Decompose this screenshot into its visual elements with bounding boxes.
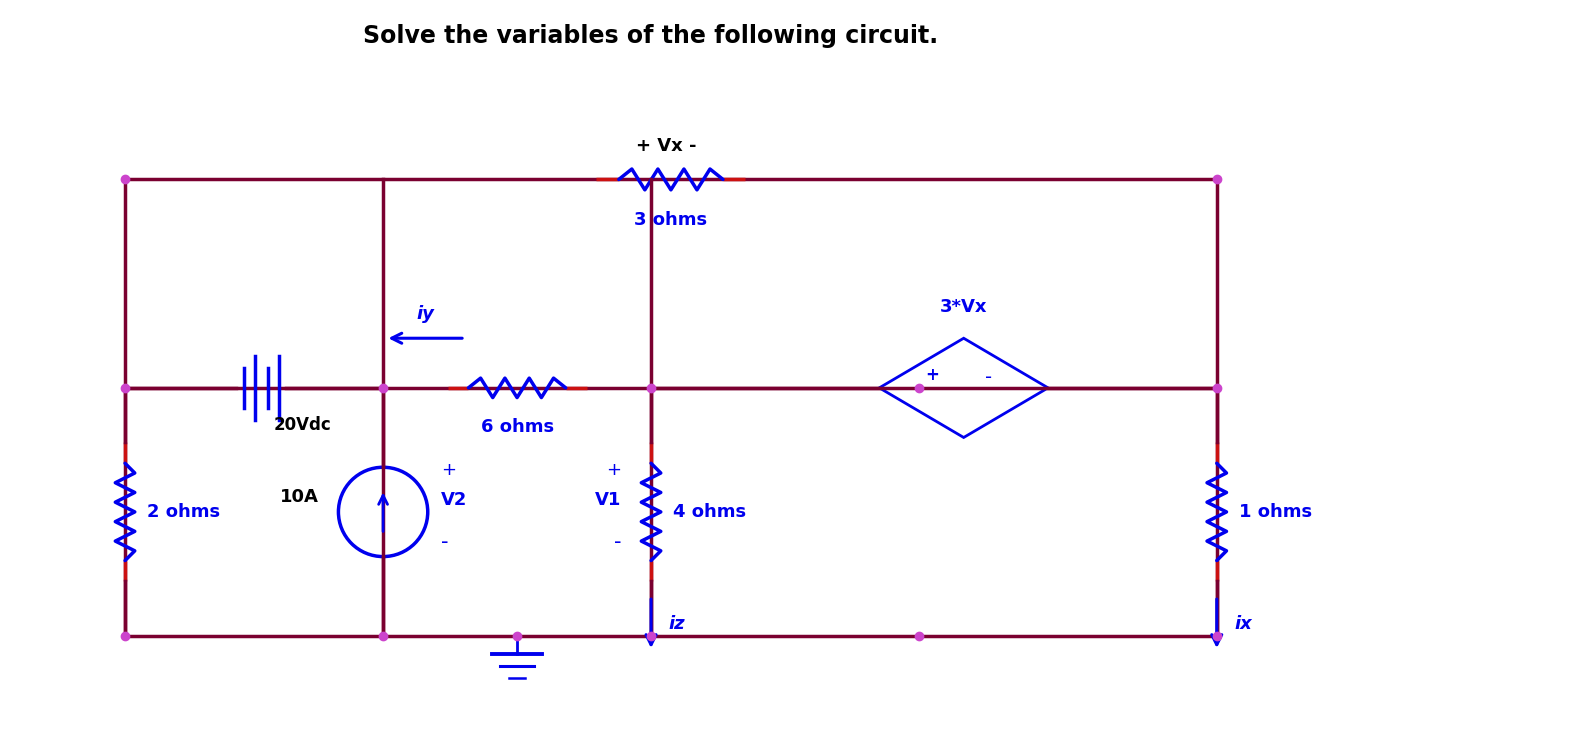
Text: 2 ohms: 2 ohms: [147, 503, 220, 521]
Text: 4 ohms: 4 ohms: [673, 503, 746, 521]
Text: V2: V2: [441, 491, 468, 509]
Text: -: -: [984, 368, 992, 387]
Text: + Vx -: + Vx -: [635, 137, 697, 155]
Text: +: +: [607, 461, 621, 479]
Text: -: -: [441, 531, 449, 552]
Text: 1 ohms: 1 ohms: [1239, 503, 1311, 521]
Text: Solve the variables of the following circuit.: Solve the variables of the following cir…: [363, 24, 939, 47]
Text: +: +: [924, 366, 939, 384]
Text: 6 ohms: 6 ohms: [480, 418, 553, 435]
Text: 3 ohms: 3 ohms: [634, 211, 708, 230]
Text: -: -: [613, 531, 621, 552]
Text: iy: iy: [416, 306, 435, 323]
Text: V1: V1: [596, 491, 621, 509]
Text: iz: iz: [668, 615, 686, 632]
Text: 20Vdc: 20Vdc: [273, 415, 332, 434]
Text: +: +: [441, 461, 455, 479]
Text: ix: ix: [1234, 615, 1253, 632]
Text: 10A: 10A: [280, 488, 319, 506]
Text: 3*Vx: 3*Vx: [940, 298, 988, 317]
